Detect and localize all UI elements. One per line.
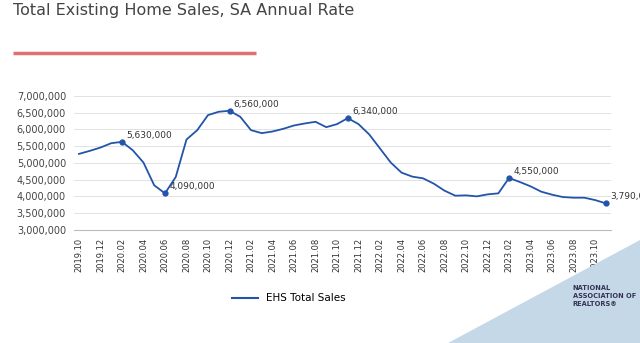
Text: 3,790,000: 3,790,000 (610, 192, 640, 201)
Bar (543, 306, 564, 327)
Text: 6,340,000: 6,340,000 (352, 107, 397, 116)
Text: 6,560,000: 6,560,000 (234, 100, 280, 109)
Text: Total Existing Home Sales, SA Annual Rate: Total Existing Home Sales, SA Annual Rat… (13, 3, 354, 19)
Bar (555, 306, 564, 327)
Text: 4,090,000: 4,090,000 (170, 182, 215, 191)
Text: NATIONAL
ASSOCIATION OF
REALTORS®: NATIONAL ASSOCIATION OF REALTORS® (573, 285, 636, 307)
Bar (543, 306, 552, 327)
Text: 4,550,000: 4,550,000 (513, 167, 559, 176)
Legend: EHS Total Sales: EHS Total Sales (227, 289, 350, 308)
Text: 5,630,000: 5,630,000 (126, 131, 172, 140)
